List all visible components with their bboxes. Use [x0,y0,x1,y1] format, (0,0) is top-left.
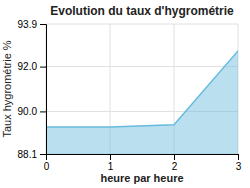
tick-label: 90.0 [18,106,38,117]
tick-mark [40,154,46,155]
grid-line [46,66,238,67]
tick-mark [40,111,46,112]
area [46,51,238,154]
tick-mark [174,154,175,160]
tick: 93.9 [18,19,46,30]
chart: 0 1 2 3 88.1 90.0 92.0 93.9 Evolution du taux d'… [0,0,250,188]
grid-line [46,24,238,25]
axis-line [40,25,47,155]
tick-mark [110,154,111,160]
tick-label: 3 [236,161,242,172]
grid [46,24,238,154]
tick-label: 0 [44,161,50,172]
line [46,51,238,127]
x-axis: 0 1 2 3 [44,154,242,172]
tick: 1 [108,154,114,172]
tick: 0 [44,154,50,172]
y-axis: 88.1 90.0 92.0 93.9 [18,19,47,160]
x-axis-title: heure par heure [100,172,183,184]
tick-label: 1 [108,161,114,172]
tick-label: 88.1 [18,149,38,160]
axis-line [47,155,239,161]
tick-mark [40,67,46,68]
tick-label: 93.9 [18,19,38,30]
plot: 0 1 2 3 88.1 90.0 92.0 93.9 [18,19,242,172]
tick-label: 92.0 [18,61,38,72]
y-axis-title: Taux hygrométrie % [1,40,13,137]
tick-mark [40,24,46,25]
marks [46,51,238,154]
title: Evolution du taux d'hygrométrie [50,4,234,18]
tick: 2 [172,154,178,172]
tick: 92.0 [18,61,46,72]
tick-label: 2 [172,161,178,172]
tick-mark [238,154,239,160]
tick: 3 [236,154,242,172]
tick: 88.1 [18,149,46,160]
tick: 90.0 [18,106,46,117]
